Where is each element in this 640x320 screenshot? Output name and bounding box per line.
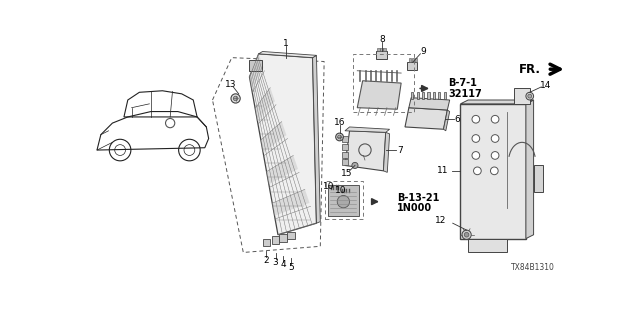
Text: 4: 4	[280, 260, 286, 269]
Text: 13: 13	[225, 80, 237, 89]
Circle shape	[472, 152, 480, 159]
FancyBboxPatch shape	[438, 92, 440, 99]
Text: 8: 8	[379, 36, 385, 44]
Circle shape	[464, 232, 469, 237]
Circle shape	[474, 167, 481, 175]
FancyBboxPatch shape	[287, 232, 295, 239]
Circle shape	[492, 152, 499, 159]
Circle shape	[492, 116, 499, 123]
Circle shape	[472, 135, 480, 142]
Text: 7: 7	[397, 146, 403, 155]
FancyBboxPatch shape	[534, 165, 543, 192]
FancyBboxPatch shape	[417, 92, 419, 99]
FancyBboxPatch shape	[515, 88, 530, 104]
FancyBboxPatch shape	[272, 236, 280, 244]
Circle shape	[352, 162, 358, 169]
Text: B-13-21: B-13-21	[397, 193, 440, 203]
Polygon shape	[526, 100, 534, 239]
FancyBboxPatch shape	[460, 104, 526, 239]
Circle shape	[338, 135, 342, 139]
FancyBboxPatch shape	[376, 52, 387, 59]
FancyBboxPatch shape	[422, 92, 424, 99]
Polygon shape	[444, 110, 450, 131]
Circle shape	[234, 96, 238, 101]
FancyBboxPatch shape	[411, 92, 413, 99]
FancyBboxPatch shape	[340, 192, 349, 202]
Text: TX84B1310: TX84B1310	[511, 263, 555, 272]
Polygon shape	[266, 156, 298, 184]
Circle shape	[336, 133, 344, 141]
FancyBboxPatch shape	[380, 48, 383, 52]
FancyBboxPatch shape	[444, 92, 446, 99]
FancyBboxPatch shape	[342, 136, 348, 142]
FancyBboxPatch shape	[250, 60, 262, 71]
FancyBboxPatch shape	[433, 92, 435, 99]
Text: 2: 2	[264, 256, 269, 265]
Circle shape	[492, 135, 499, 142]
Circle shape	[472, 116, 480, 123]
FancyBboxPatch shape	[428, 92, 429, 99]
Circle shape	[231, 94, 240, 103]
FancyBboxPatch shape	[383, 48, 386, 52]
Polygon shape	[259, 52, 316, 58]
Text: B-7-1: B-7-1	[448, 78, 477, 88]
Text: FR.: FR.	[519, 63, 541, 76]
Text: 16: 16	[334, 118, 346, 127]
FancyBboxPatch shape	[262, 239, 270, 246]
FancyBboxPatch shape	[342, 152, 348, 158]
Polygon shape	[357, 81, 401, 109]
Text: 9: 9	[420, 47, 426, 56]
Text: 1: 1	[283, 38, 289, 47]
Text: 10: 10	[323, 182, 335, 191]
Text: 1N000: 1N000	[397, 203, 433, 213]
Text: 15: 15	[340, 169, 352, 178]
Polygon shape	[345, 127, 390, 132]
FancyBboxPatch shape	[407, 62, 417, 70]
Text: 5: 5	[288, 263, 294, 272]
Text: 3: 3	[273, 258, 278, 267]
FancyBboxPatch shape	[280, 234, 287, 242]
Polygon shape	[250, 54, 316, 235]
Text: 6: 6	[454, 115, 460, 124]
FancyBboxPatch shape	[412, 59, 414, 62]
FancyBboxPatch shape	[328, 185, 359, 215]
Polygon shape	[383, 132, 390, 172]
Text: 12: 12	[435, 216, 447, 225]
Polygon shape	[409, 98, 450, 110]
FancyBboxPatch shape	[342, 144, 348, 150]
FancyBboxPatch shape	[468, 239, 507, 252]
Polygon shape	[272, 189, 310, 216]
Polygon shape	[405, 108, 447, 129]
Polygon shape	[250, 54, 263, 90]
Circle shape	[337, 196, 349, 208]
Circle shape	[528, 94, 532, 98]
Circle shape	[526, 92, 534, 100]
FancyBboxPatch shape	[409, 59, 411, 62]
Polygon shape	[460, 100, 534, 104]
Text: 32117: 32117	[448, 89, 482, 99]
Polygon shape	[345, 131, 386, 171]
Text: 14: 14	[540, 81, 552, 90]
FancyBboxPatch shape	[378, 48, 380, 52]
Polygon shape	[312, 55, 320, 223]
Circle shape	[462, 230, 471, 239]
FancyBboxPatch shape	[342, 159, 348, 165]
Circle shape	[490, 167, 498, 175]
Text: 11: 11	[436, 166, 448, 175]
Polygon shape	[261, 122, 287, 153]
Text: 10: 10	[335, 186, 347, 195]
FancyBboxPatch shape	[330, 188, 339, 198]
Polygon shape	[255, 88, 275, 121]
FancyBboxPatch shape	[415, 59, 417, 62]
